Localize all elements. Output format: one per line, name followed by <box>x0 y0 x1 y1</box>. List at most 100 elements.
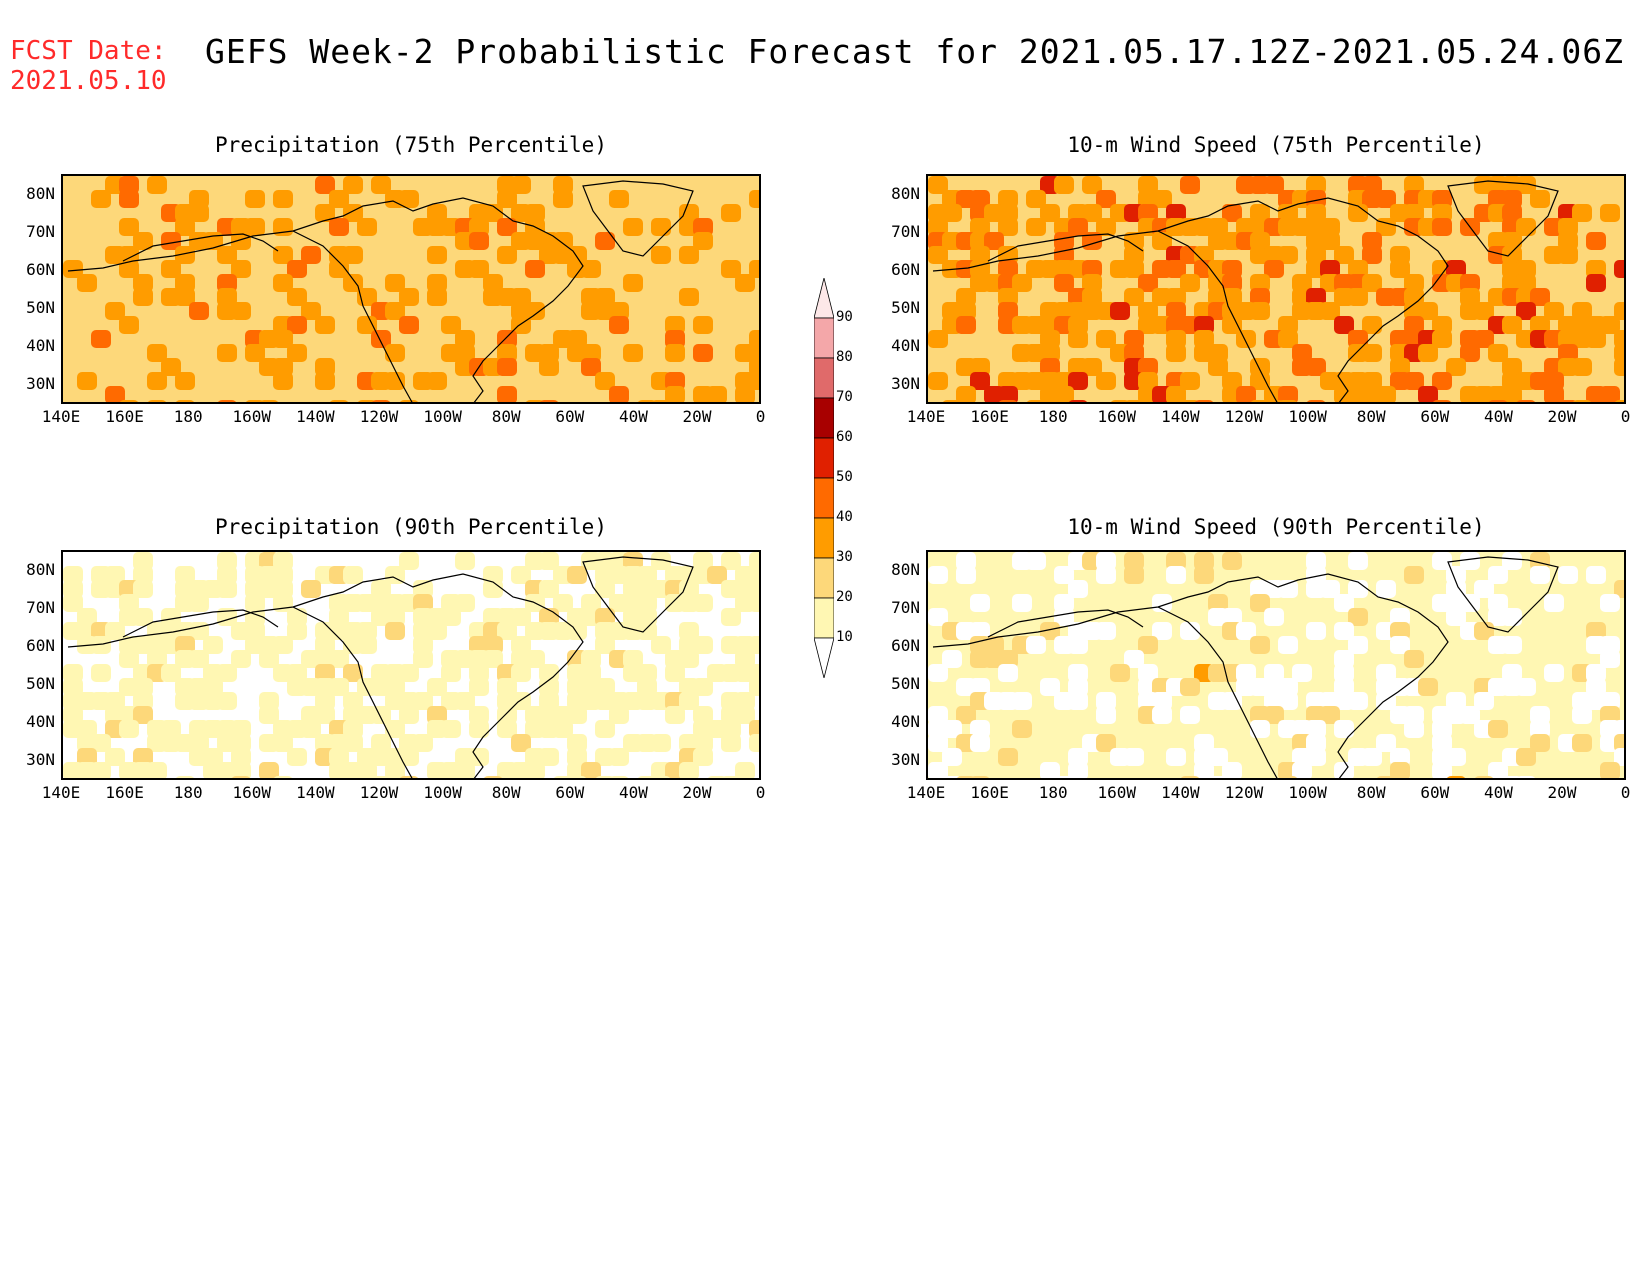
field-cell <box>1068 664 1088 682</box>
lon-label: 60W <box>555 407 585 426</box>
field-cell <box>1320 260 1340 278</box>
field-cell <box>413 594 433 612</box>
colorbar-label: 30 <box>836 549 853 565</box>
field-cell <box>1446 358 1466 376</box>
field-cell <box>511 636 531 654</box>
field-cell <box>1390 748 1410 766</box>
field-cell <box>1194 246 1214 264</box>
field-cell <box>1152 232 1172 250</box>
field-cell <box>1222 274 1242 292</box>
field-cell <box>1404 176 1424 194</box>
field-cell <box>1082 176 1102 194</box>
field-cell <box>455 344 475 362</box>
field-cell <box>1138 372 1158 390</box>
field-cell <box>1572 204 1592 222</box>
lon-label: 0 <box>1620 783 1631 802</box>
field-cell <box>1544 386 1564 402</box>
field-cell <box>1614 260 1624 278</box>
colorbar-label: 20 <box>836 589 853 605</box>
field-cell <box>371 706 391 724</box>
field-cell <box>1404 204 1424 222</box>
field-cell <box>956 316 976 334</box>
field-cell <box>175 274 195 292</box>
field-cell <box>1334 720 1354 738</box>
field-cell <box>1362 748 1382 766</box>
field-cell <box>176 400 194 402</box>
field-cell <box>1418 302 1438 320</box>
field-cell <box>343 734 363 752</box>
field-cell <box>539 580 559 598</box>
field-cell <box>273 190 293 208</box>
field-cell <box>1586 566 1606 584</box>
field-cell <box>1306 246 1326 264</box>
field-cell <box>400 400 418 402</box>
field-cell <box>1166 552 1186 570</box>
field-cell <box>371 734 391 752</box>
field-cell <box>1377 400 1395 402</box>
field-cell <box>1041 400 1059 402</box>
field-cell <box>133 706 153 724</box>
field-cell <box>1502 246 1522 264</box>
field-cell <box>1558 566 1578 584</box>
field-cell <box>1306 748 1326 766</box>
field-cell <box>693 636 713 654</box>
field-cell <box>175 218 195 236</box>
field-cell <box>1432 372 1452 390</box>
field-cell <box>609 748 629 766</box>
field-cell <box>231 302 251 320</box>
field-cell <box>1614 330 1624 348</box>
field-cell <box>1292 664 1312 682</box>
field-cell <box>1068 678 1088 696</box>
field-cell <box>623 650 643 668</box>
lon-label: 120W <box>359 407 399 426</box>
field-cell <box>372 776 390 778</box>
field-cell <box>539 748 559 766</box>
field-cell <box>693 734 713 752</box>
field-cell <box>189 594 209 612</box>
field-cell <box>217 274 237 292</box>
field-cell <box>245 594 265 612</box>
field-cell <box>1502 664 1522 682</box>
field-cell <box>1432 734 1452 752</box>
field-cell <box>1250 358 1270 376</box>
field-cell <box>1544 302 1564 320</box>
field-cell <box>119 190 139 208</box>
field-cell <box>1040 344 1060 362</box>
field-cell <box>721 734 741 752</box>
lat-label: 60N <box>891 636 920 655</box>
field-cell <box>1335 776 1353 778</box>
field-cell <box>1600 692 1620 710</box>
field-cell <box>1124 330 1144 348</box>
field-cell <box>1096 552 1116 570</box>
field-cell <box>1236 386 1256 402</box>
field-cell <box>1040 358 1060 376</box>
field-cell <box>77 720 97 738</box>
field-cell <box>1559 400 1577 402</box>
field-cell <box>119 218 139 236</box>
field-cell <box>399 748 419 766</box>
field-cell <box>1306 734 1326 752</box>
field-cell <box>91 190 111 208</box>
field-cell <box>708 400 726 402</box>
field-cell <box>1096 622 1116 640</box>
field-cell <box>385 274 405 292</box>
lat-label: 40N <box>891 712 920 731</box>
field-cell <box>287 316 307 334</box>
field-cell <box>497 678 517 696</box>
field-cell <box>511 608 531 626</box>
field-cell <box>1460 344 1480 362</box>
lon-label: 120W <box>1224 407 1264 426</box>
coastline <box>582 180 694 257</box>
field-cell <box>637 566 657 584</box>
field-cell <box>609 302 629 320</box>
field-cell <box>385 344 405 362</box>
field-cell <box>1068 692 1088 710</box>
field-cell <box>679 580 699 598</box>
field-cell <box>1502 358 1522 376</box>
field-cell <box>1096 692 1116 710</box>
field-cell <box>161 232 181 250</box>
field-cell <box>1306 176 1326 194</box>
field-cell <box>1306 622 1326 640</box>
coastline <box>292 230 413 402</box>
field-cell <box>665 372 685 390</box>
